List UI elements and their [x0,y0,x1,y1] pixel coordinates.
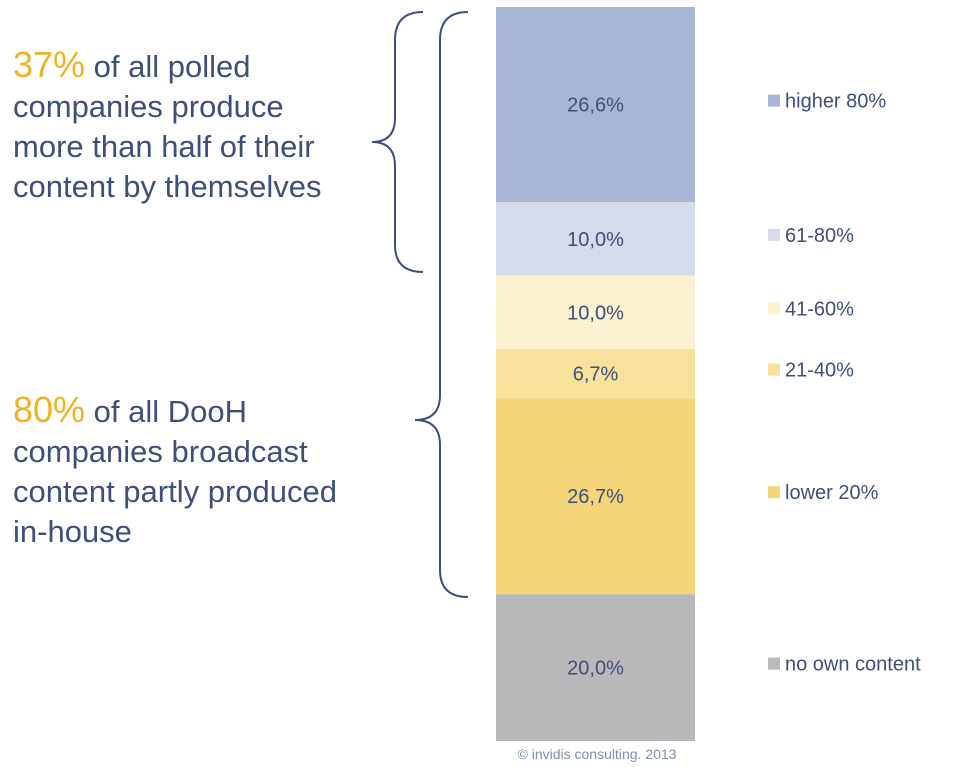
bar-segment [496,275,695,350]
bar-segment [496,7,695,203]
bar-segments: 26,6% 10,0% 10,0% 6,7% 26,7% 20,0% [496,7,695,741]
legend: higher 80% 61-80% 41-60% 21-40% lower 20% no … [768,91,921,676]
legend-swatch [768,486,780,499]
legend-label: 61-80% [785,225,854,247]
legend-label: 21-40% [785,360,854,382]
legend-swatch [768,228,780,241]
bar-segment [496,202,695,276]
bar-segment [496,398,695,595]
brace-lower [414,11,469,598]
source-credit: © invidis consulting. 2013 [517,746,677,762]
legend-label: no own content [785,654,921,676]
callout-percent: 80% [13,389,86,430]
bar-segment [496,349,695,399]
legend-swatch [768,302,780,315]
callout-80-percent: 80% of all DooH companies broadcast cont… [13,390,343,552]
data-label: 10,0% [567,229,624,251]
data-label: 26,7% [567,486,624,508]
brace-upper [371,11,424,273]
data-label: 26,6% [567,95,624,117]
callout-37-percent: 37% of all polled companies produce more… [13,45,343,207]
bar-segment [496,594,695,741]
callout-text: of all DooH companies broadcast content … [13,394,337,549]
callout-text: of all polled companies produce more tha… [13,49,322,204]
data-label: 20,0% [567,658,624,680]
legend-label: higher 80% [785,91,886,113]
legend-swatch [768,363,780,376]
legend-label: 41-60% [785,298,854,320]
data-label: 10,0% [567,302,624,324]
legend-swatch [768,657,780,670]
callout-percent: 37% [13,44,86,85]
data-label: 6,7% [573,364,619,386]
legend-swatch [768,94,780,107]
legend-label: lower 20% [785,482,879,504]
